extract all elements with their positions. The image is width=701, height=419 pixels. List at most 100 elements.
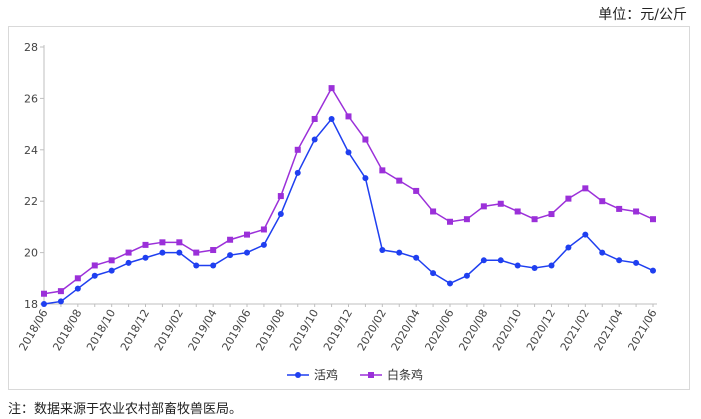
data-point — [345, 149, 352, 156]
data-point — [599, 198, 606, 205]
data-point — [125, 259, 132, 266]
data-point — [531, 265, 538, 272]
x-tick-label: 2019/06 — [219, 307, 253, 353]
data-point — [74, 285, 81, 292]
data-point — [582, 231, 589, 238]
data-point — [125, 249, 132, 256]
data-point — [599, 249, 606, 256]
data-point — [244, 231, 250, 238]
data-point — [142, 254, 149, 261]
x-tick-label: 2021/04 — [592, 307, 626, 353]
data-point — [616, 205, 623, 212]
data-point — [362, 175, 369, 182]
data-point — [362, 136, 369, 143]
x-tick-label: 2019/04 — [186, 307, 220, 353]
data-point — [74, 275, 81, 282]
x-tick-label: 2020/12 — [524, 307, 558, 353]
data-point — [277, 211, 284, 218]
data-point — [176, 239, 183, 246]
data-point — [108, 257, 115, 264]
data-point — [159, 249, 166, 256]
data-point — [447, 280, 453, 287]
x-tick-label: 2018/06 — [16, 307, 50, 353]
data-point — [210, 247, 217, 254]
x-tick-label: 2019/12 — [321, 307, 355, 353]
data-point — [227, 252, 234, 259]
data-point — [396, 249, 403, 256]
x-tick-label: 2020/10 — [490, 307, 524, 353]
data-point — [57, 298, 64, 305]
data-point — [210, 262, 217, 269]
data-point — [227, 236, 234, 243]
y-tick-label: 20 — [24, 247, 38, 260]
data-point — [294, 146, 301, 153]
data-point — [633, 208, 640, 215]
data-point — [497, 200, 504, 207]
data-point — [328, 85, 335, 92]
data-point — [650, 267, 656, 274]
y-tick-label: 18 — [24, 298, 38, 311]
data-point — [311, 115, 318, 122]
x-tick-label: 2021/06 — [625, 307, 659, 353]
unit-label: 单位：元/公斤 — [598, 7, 687, 23]
data-point — [447, 218, 453, 225]
data-point — [650, 216, 656, 223]
legend-label: 白条鸡 — [387, 367, 423, 382]
data-point — [565, 195, 572, 202]
data-point — [480, 203, 487, 210]
y-tick-label: 28 — [24, 41, 38, 54]
legend-label: 活鸡 — [314, 367, 338, 382]
data-point — [548, 262, 555, 269]
data-point — [633, 259, 640, 266]
x-tick-label: 2018/12 — [118, 307, 152, 353]
data-point — [531, 216, 538, 223]
chart-frame: 18 20 22 24 26 28 2018/06 2018/08 2018/10 2018/12… — [8, 26, 690, 390]
data-point — [91, 262, 98, 269]
data-point — [514, 208, 521, 215]
x-tick-label: 2019/08 — [253, 307, 287, 353]
y-tick-label: 26 — [24, 92, 38, 105]
data-point — [193, 262, 200, 269]
x-tick-label: 2018/08 — [50, 307, 84, 353]
data-point — [379, 167, 386, 174]
x-tick-label: 2020/06 — [422, 307, 456, 353]
data-point — [41, 301, 47, 307]
data-point — [244, 249, 250, 256]
data-point — [413, 187, 420, 194]
legend-marker — [368, 372, 374, 378]
data-point — [57, 288, 64, 295]
data-point — [463, 216, 470, 223]
data-point — [328, 115, 335, 122]
data-point — [294, 169, 301, 176]
data-point — [379, 247, 386, 254]
y-tick-label: 22 — [24, 195, 38, 208]
data-point — [413, 254, 420, 261]
source-note: 注：数据来源于农业农村部畜牧兽医局。 — [8, 402, 243, 417]
series-line-0 — [43, 117, 654, 305]
data-point — [565, 244, 572, 251]
data-point — [159, 239, 166, 246]
data-point — [480, 257, 487, 264]
data-point — [396, 177, 403, 184]
y-tick-label: 24 — [24, 144, 38, 157]
data-point — [176, 249, 183, 256]
data-point — [108, 267, 115, 274]
data-point — [548, 211, 555, 218]
x-tick-label: 2020/08 — [456, 307, 490, 353]
data-point — [430, 208, 437, 215]
legend-marker — [295, 372, 301, 378]
data-point — [514, 262, 521, 269]
data-point — [91, 272, 98, 279]
data-point — [142, 241, 149, 248]
line-chart: 18 20 22 24 26 28 2018/06 2018/08 2018/10 2018/12… — [16, 41, 659, 382]
data-point — [260, 226, 267, 233]
data-point — [193, 249, 200, 256]
data-point — [582, 185, 589, 192]
x-tick-label: 2020/04 — [389, 307, 423, 353]
data-point — [430, 270, 437, 277]
x-tick-label: 2020/02 — [355, 307, 389, 353]
x-tick-label: 2018/10 — [84, 307, 118, 353]
data-point — [616, 257, 623, 264]
x-tick-label: 2021/02 — [558, 307, 592, 353]
data-point — [345, 113, 352, 120]
